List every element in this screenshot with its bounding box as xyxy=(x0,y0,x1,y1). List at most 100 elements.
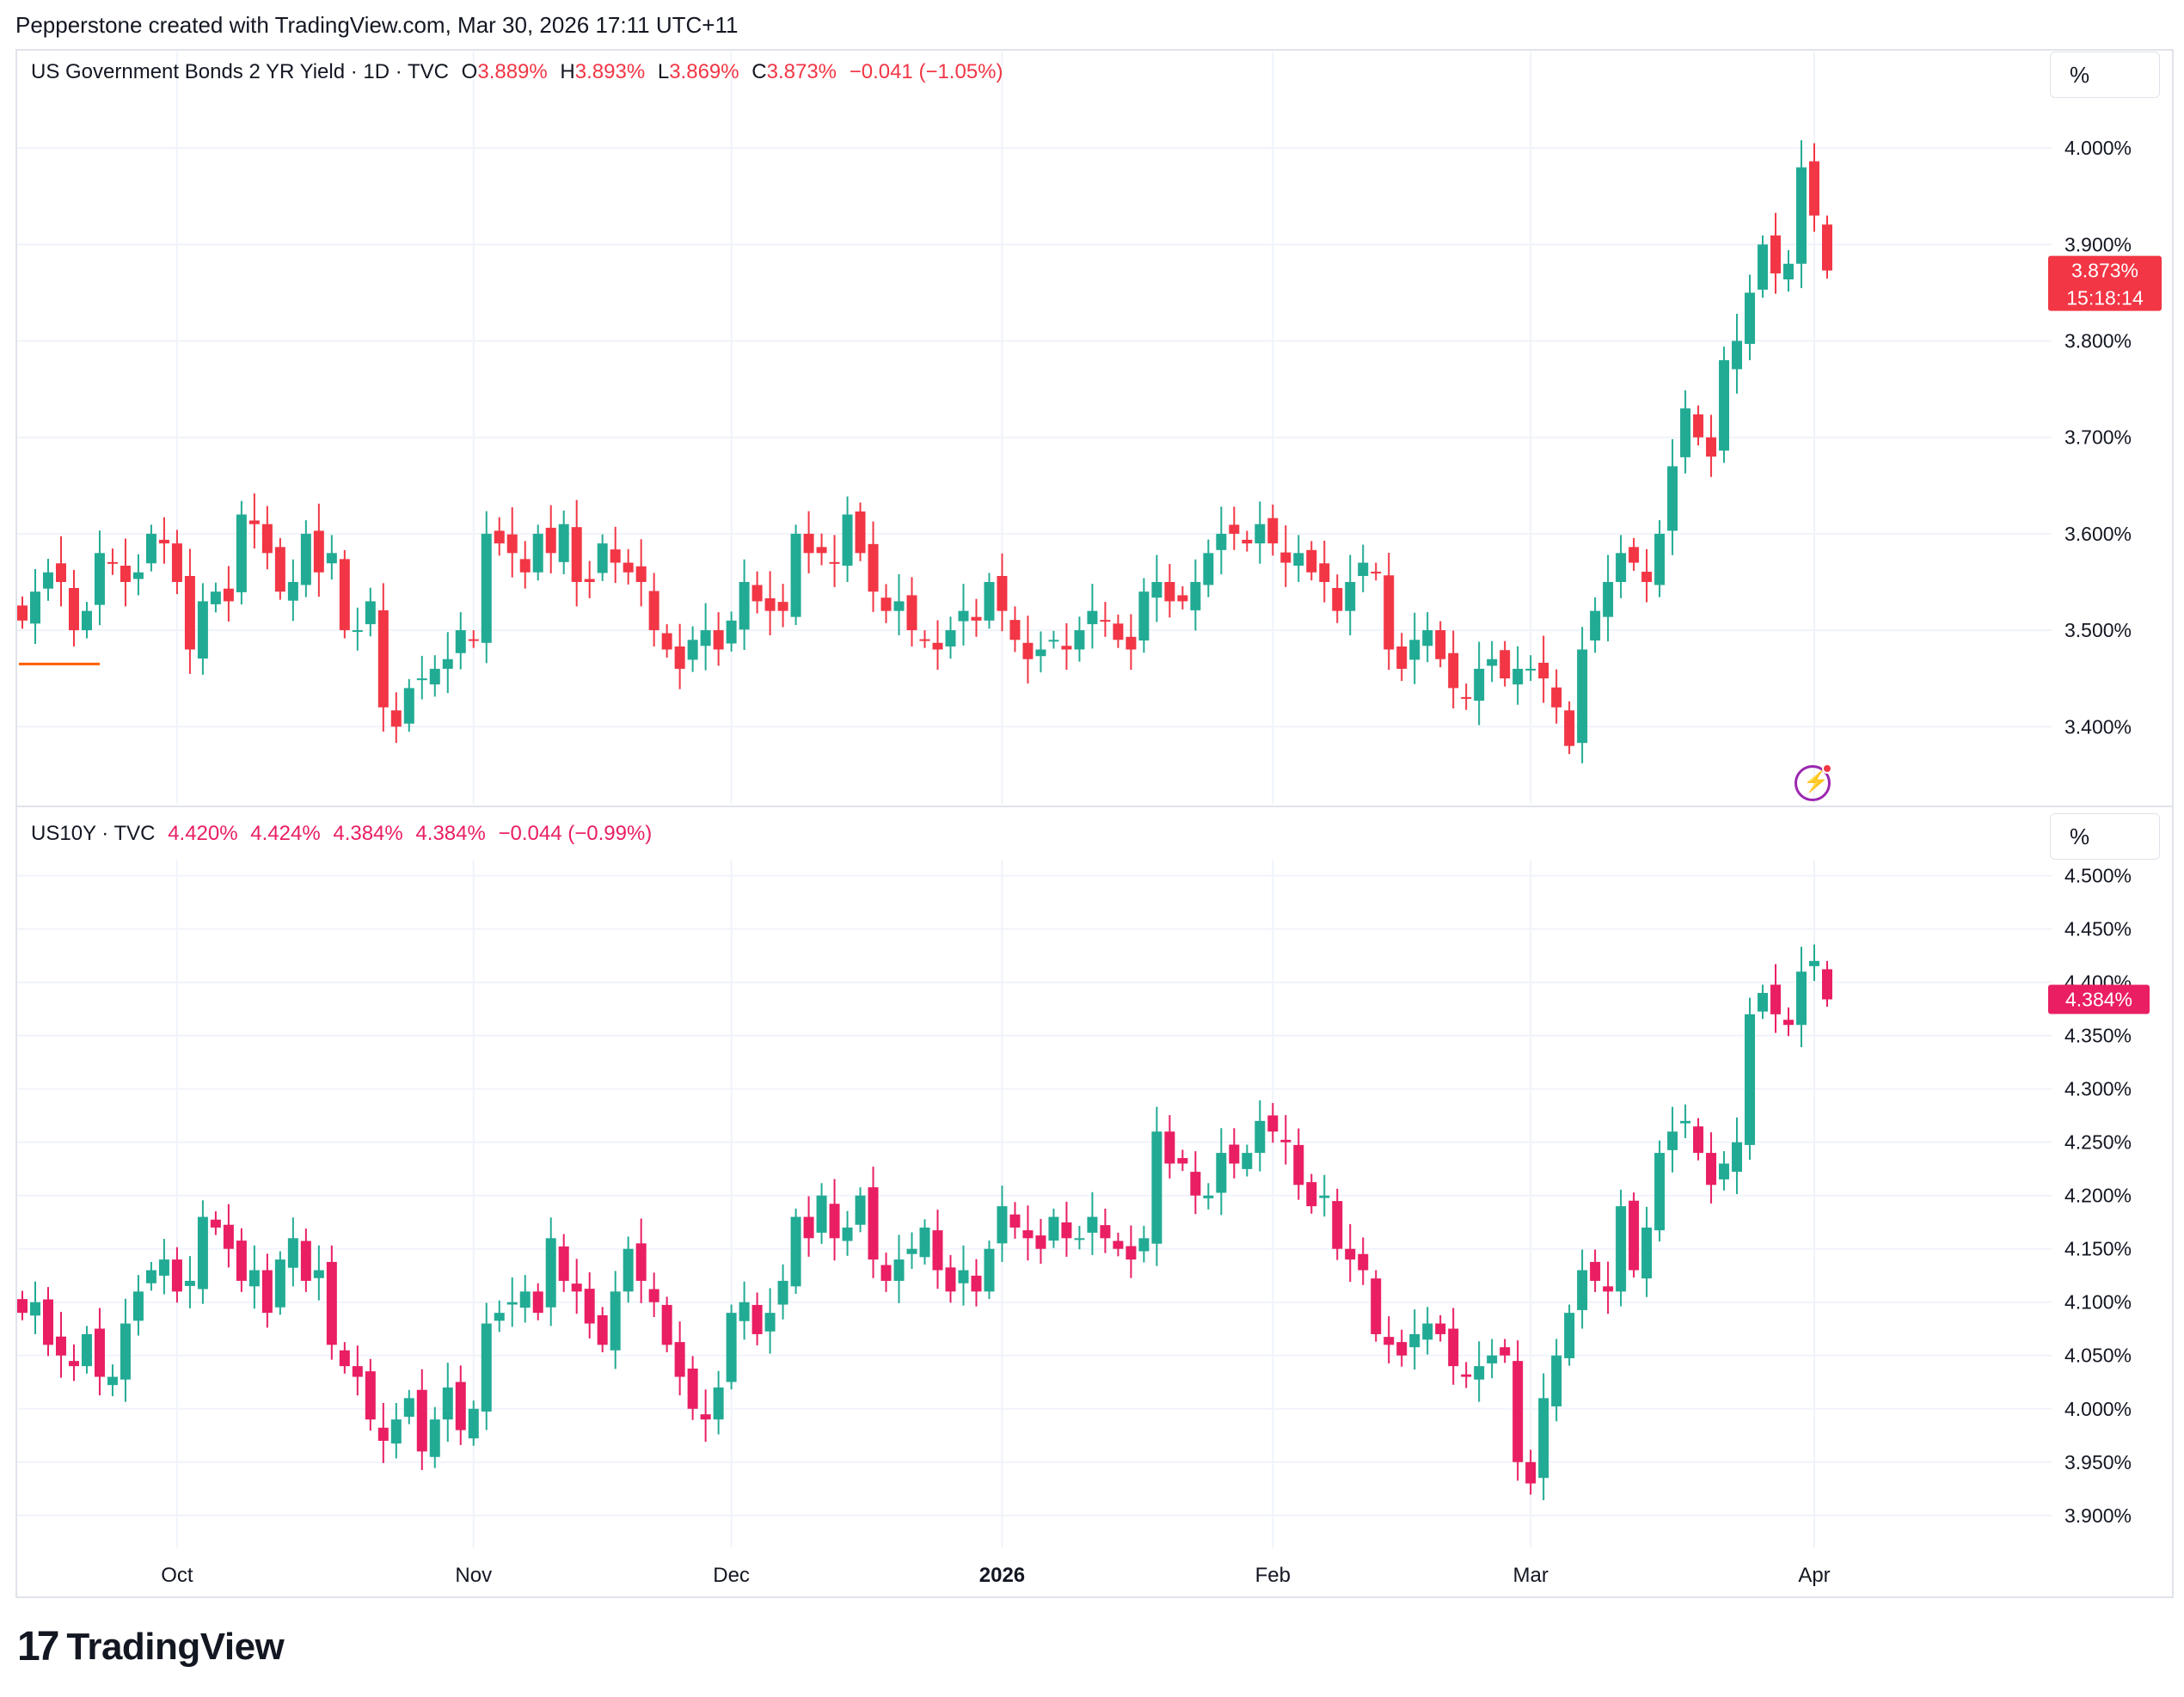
candle-body xyxy=(1719,1163,1730,1179)
candle-body xyxy=(661,1304,672,1345)
candle-body xyxy=(1371,572,1382,574)
candle-body xyxy=(1087,1216,1098,1233)
candle-body xyxy=(1126,1246,1137,1260)
candle-body xyxy=(1629,547,1640,563)
candle-body xyxy=(855,1195,866,1225)
candle-body xyxy=(1255,524,1266,544)
candle-body xyxy=(339,559,350,631)
candle-body xyxy=(1577,649,1588,744)
pane2-legend[interactable]: US10Y · TVC 4.420% 4.424% 4.384% 4.384% … xyxy=(31,822,659,846)
candle-body xyxy=(55,1336,66,1356)
pane2-high: 4.424% xyxy=(250,822,321,845)
candle-body xyxy=(1048,1216,1059,1241)
candle-body xyxy=(1255,1120,1266,1154)
pane1-percent-scale-button[interactable]: % xyxy=(2050,52,2160,98)
candle-body xyxy=(635,566,647,582)
pane1-open: O3.889% xyxy=(461,60,548,83)
attribution-header: Pepperstone created with TradingView.com… xyxy=(15,12,739,38)
candle-body xyxy=(1151,581,1163,598)
candle-body xyxy=(1035,649,1046,657)
candle-body xyxy=(1745,292,1756,345)
candle-body xyxy=(687,1368,698,1409)
candle-body xyxy=(971,1275,982,1292)
candle-body xyxy=(1358,1253,1369,1271)
y-axis-label: 3.400% xyxy=(2064,715,2132,738)
candle-body xyxy=(236,514,247,592)
candle-body xyxy=(81,610,92,631)
candle-body xyxy=(932,642,943,650)
candle-body xyxy=(623,1248,634,1292)
x-axis-label: Feb xyxy=(1255,1564,1291,1587)
candle-body xyxy=(390,710,402,727)
candle-body xyxy=(1087,610,1098,625)
y-axis-label: 3.900% xyxy=(2064,1504,2132,1527)
candle-body xyxy=(584,579,595,582)
candle-body xyxy=(506,534,518,554)
candle-body xyxy=(790,1216,801,1287)
candle-body xyxy=(210,1219,221,1228)
candle-body xyxy=(1345,1248,1356,1260)
candle-body xyxy=(674,1342,685,1377)
candle-body xyxy=(984,581,995,621)
pane2-symbol[interactable]: US10Y · TVC xyxy=(31,822,156,845)
candle-body xyxy=(816,1195,827,1233)
candle-body xyxy=(1641,572,1653,582)
candle-body xyxy=(1177,595,1188,602)
candle-body xyxy=(1383,1337,1395,1345)
candle-body xyxy=(1280,1139,1291,1143)
y-axis-label: 4.150% xyxy=(2064,1238,2132,1260)
candle-body xyxy=(81,1333,92,1367)
candle-body xyxy=(339,1350,350,1367)
candle-body xyxy=(455,630,466,653)
candle-body xyxy=(416,678,427,681)
candle-body xyxy=(790,533,801,617)
pane2-open: 4.420% xyxy=(168,822,238,845)
y-axis-label: 4.500% xyxy=(2064,865,2132,887)
candle-body xyxy=(274,1259,285,1308)
candle-body xyxy=(1306,1182,1317,1207)
y-axis-label: 3.900% xyxy=(2064,233,2132,255)
lightning-icon[interactable] xyxy=(1794,763,1832,801)
candle-body xyxy=(1319,563,1330,582)
candle-body xyxy=(197,1216,208,1290)
pane1-legend[interactable]: US Government Bonds 2 YR Yield · 1D · TV… xyxy=(31,60,1010,84)
pane2-percent-scale-button[interactable]: % xyxy=(2050,813,2160,860)
candle-body xyxy=(1590,1261,1601,1281)
candle-body xyxy=(880,597,892,611)
candle-body xyxy=(1100,620,1111,622)
candle-body xyxy=(326,1261,337,1345)
chart-frame[interactable] xyxy=(15,49,2174,1598)
candle-body xyxy=(1500,650,1511,679)
x-axis-label: Apr xyxy=(1798,1564,1830,1587)
y-axis-label: 4.100% xyxy=(2064,1291,2132,1314)
candle-body xyxy=(558,524,569,562)
axis-layer: Oct Nov Dec 2026 Feb Mar Apr 4.000% 3.900% 3.800%… xyxy=(161,137,2162,1587)
pane1-symbol[interactable]: US Government Bonds 2 YR Yield · 1D · TV… xyxy=(31,60,449,83)
y-axis-label: 3.800% xyxy=(2064,330,2132,352)
candle-body xyxy=(1822,969,1832,1000)
candle-body xyxy=(248,1270,260,1287)
last-price-tag xyxy=(2048,984,2150,1014)
candle-body xyxy=(68,1361,79,1367)
candle-body xyxy=(1719,359,1730,451)
candle-body xyxy=(1409,1333,1420,1348)
candle-body xyxy=(610,1291,621,1351)
candle-body xyxy=(726,620,737,644)
candle-body xyxy=(481,533,492,643)
candles-layer xyxy=(17,140,1832,1501)
y-axis-label: 4.050% xyxy=(2064,1345,2132,1367)
candle-body xyxy=(1267,1115,1279,1132)
candle-body xyxy=(17,1299,28,1314)
candle-body xyxy=(1332,587,1343,611)
candle-body xyxy=(893,1259,905,1281)
candle-body xyxy=(261,524,273,554)
candle-body xyxy=(752,1304,763,1334)
candle-body xyxy=(1732,1142,1743,1173)
candle-body xyxy=(1770,984,1782,1014)
candle-body xyxy=(1525,668,1537,671)
candle-body xyxy=(1113,623,1124,640)
candle-body xyxy=(1345,581,1356,611)
candle-body xyxy=(545,527,556,554)
candle-body xyxy=(107,561,118,564)
